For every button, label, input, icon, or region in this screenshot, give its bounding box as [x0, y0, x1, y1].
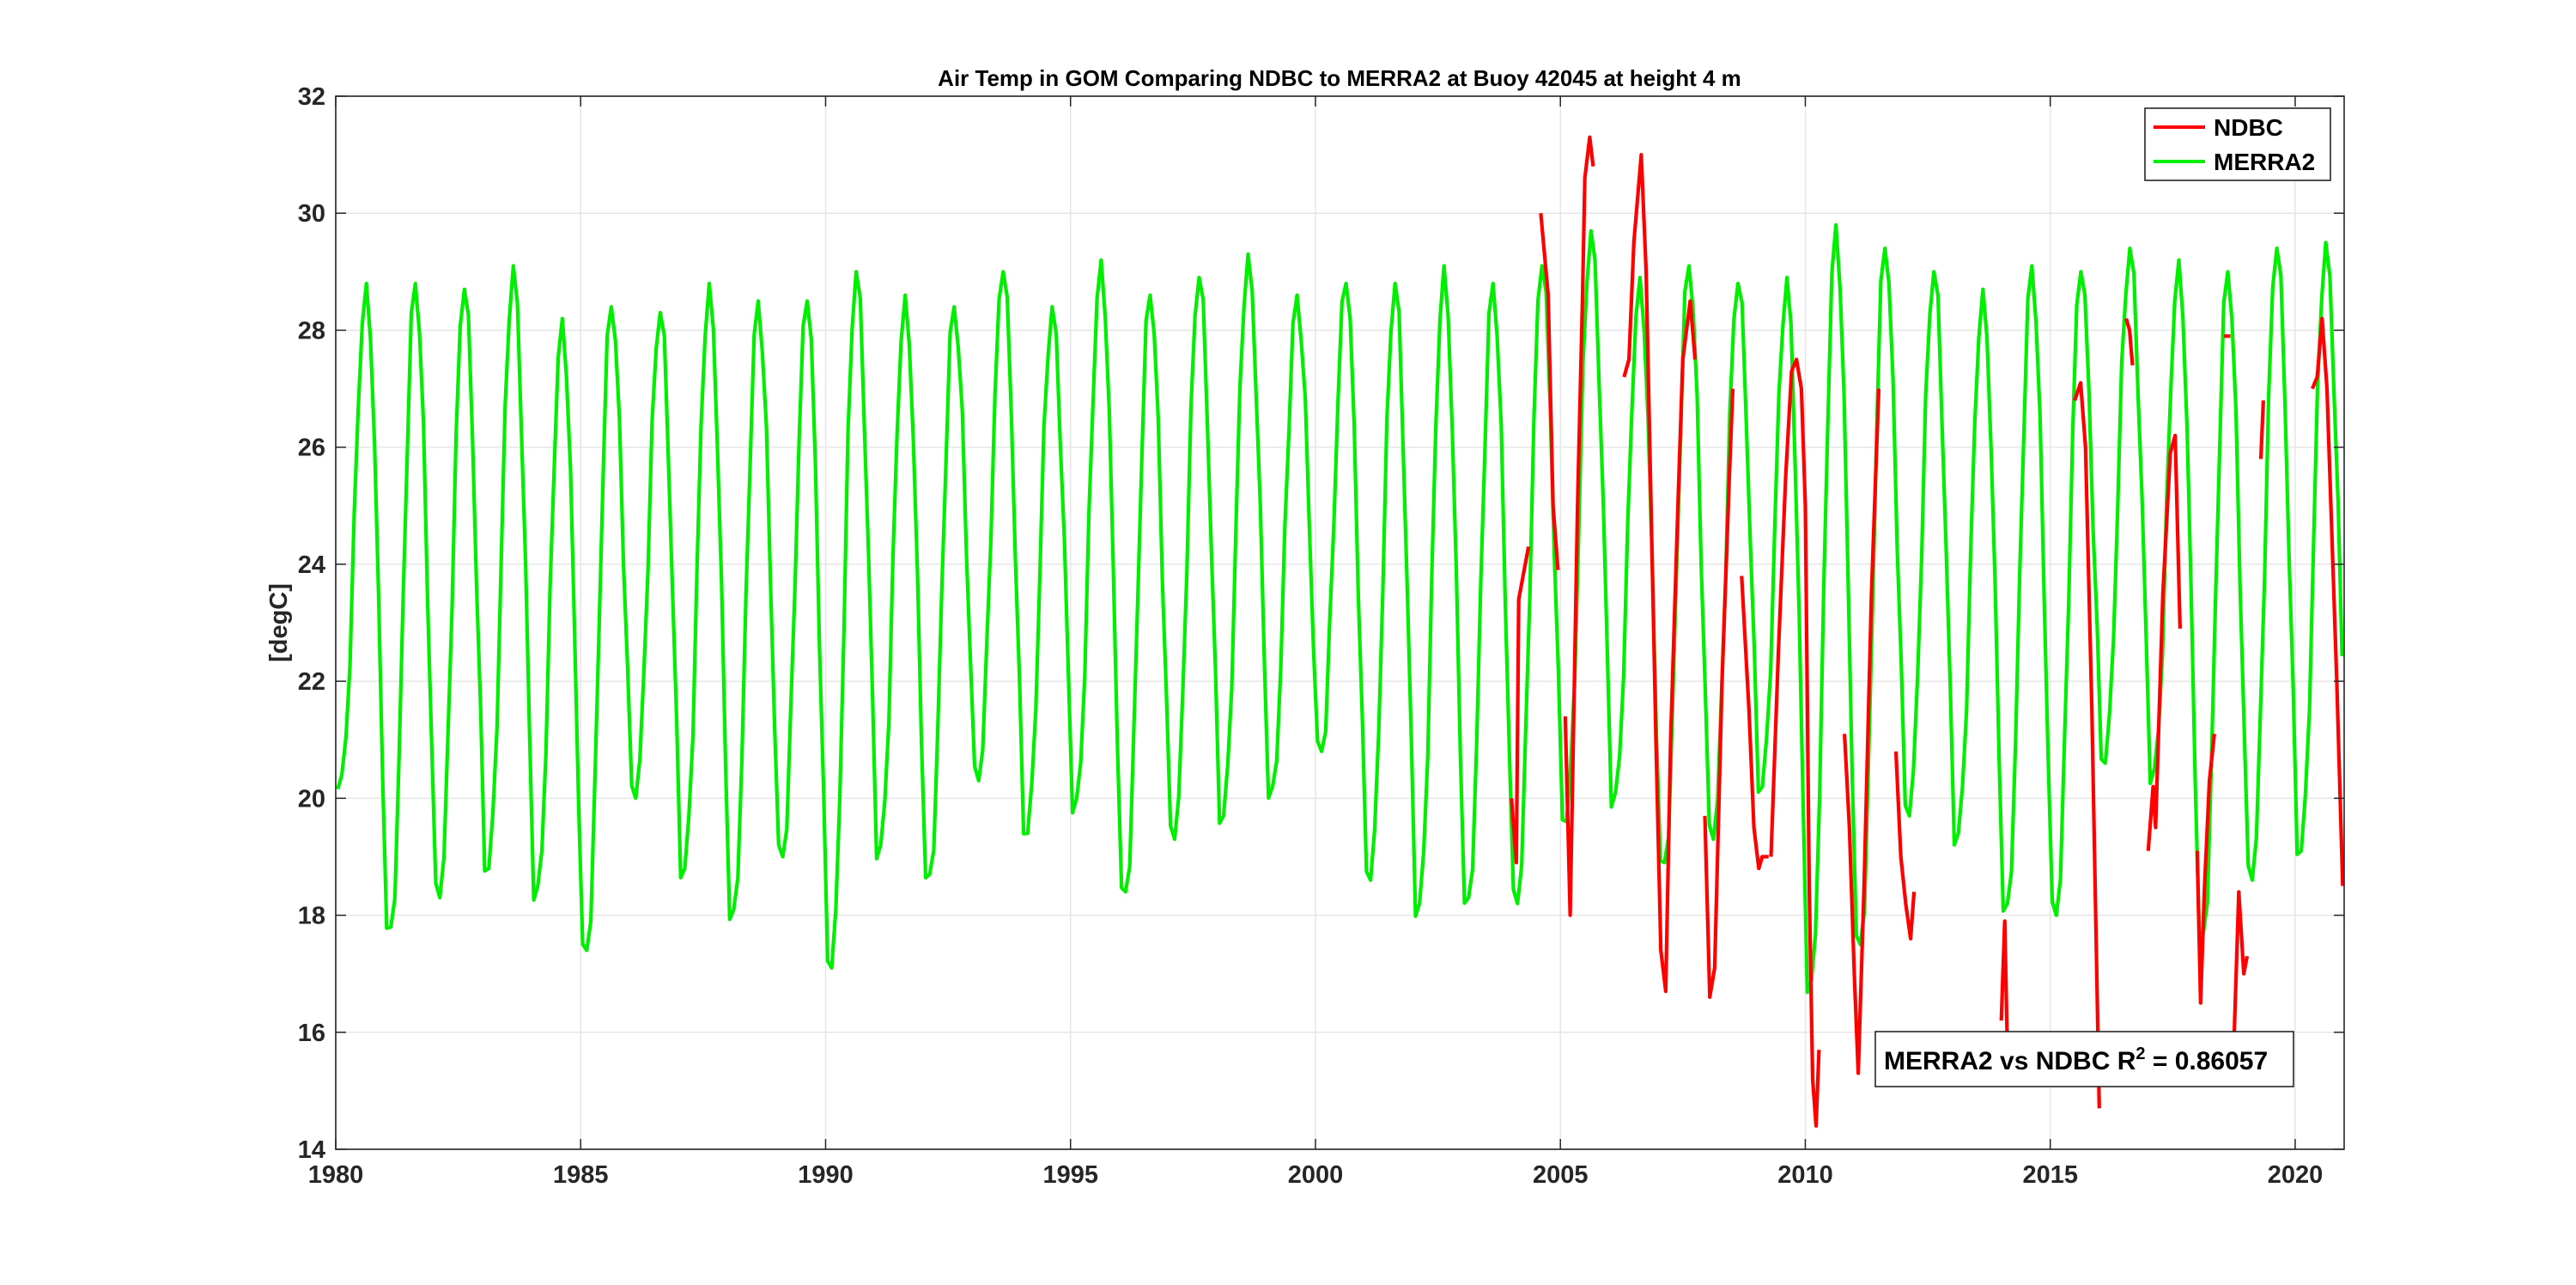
series-line-ndbc-segment	[2073, 381, 2101, 1109]
series-line-ndbc-segment	[1769, 357, 1821, 1128]
legend: NDBC MERRA2	[2144, 107, 2331, 181]
series-line-ndbc-segment	[2232, 890, 2250, 1044]
y-tick-label: 30	[298, 200, 325, 228]
x-tick-label: 1980	[308, 1161, 364, 1189]
series-line-ndbc-segment	[1703, 388, 1735, 1000]
series-line-ndbc-segment	[1539, 213, 1560, 570]
series-line-ndbc-segment	[2258, 400, 2265, 460]
x-tick-labels: 1980 1985 1990 1995 2000 2005 2010 2015 2020	[308, 1161, 2323, 1189]
series-line-ndbc-segment	[1740, 576, 1769, 871]
series-line-ndbc-segment	[1999, 919, 2009, 1038]
y-axis-label: [degC]	[265, 583, 293, 662]
legend-box	[2144, 107, 2331, 181]
axes-box	[335, 95, 2345, 1150]
x-tick-label: 1995	[1042, 1161, 1098, 1189]
chart-title: Air Temp in GOM Comparing NDBC to MERRA2…	[938, 65, 1741, 91]
legend-label-merra2: MERRA2	[2214, 149, 2315, 175]
annotation-prefix: MERRA2 vs NDBC R	[1884, 1047, 2136, 1075]
legend-label-ndbc: NDBC	[2214, 114, 2283, 141]
y-tick-label: 24	[298, 551, 325, 579]
annotation-box	[1874, 1031, 2294, 1087]
x-tick-label: 2005	[1533, 1161, 1589, 1189]
y-tick-label: 28	[298, 317, 325, 344]
x-tick-label: 2010	[1777, 1161, 1833, 1189]
annotation-text: MERRA2 vs NDBC R2 = 0.86057	[1884, 1044, 2268, 1075]
y-tick-label: 22	[298, 668, 325, 696]
y-tick-labels: 14 16 18 20 22 24 26 28 30 32	[298, 83, 325, 1164]
x-tick-label: 1990	[798, 1161, 854, 1189]
series-line-ndbc-segment	[1563, 135, 1595, 917]
y-tick-label: 32	[298, 83, 325, 111]
annotation-suffix: = 0.86057	[2146, 1047, 2269, 1075]
series-line-ndbc-segment	[2124, 318, 2135, 366]
y-tick-label: 16	[298, 1020, 325, 1047]
series-line-ndbc-segment	[1843, 388, 1881, 1075]
series-line-ndbc-segment	[1510, 546, 1531, 865]
ticks	[335, 95, 2344, 1150]
plot-background	[336, 96, 2344, 1149]
r-squared-annotation: MERRA2 vs NDBC R2 = 0.86057	[1874, 1031, 2294, 1087]
annotation-superscript: 2	[2136, 1044, 2145, 1063]
series-line-ndbc-segment	[1893, 751, 1917, 941]
x-tick-label: 2020	[2268, 1161, 2324, 1189]
y-tick-label: 18	[298, 903, 325, 930]
series-line-ndbc-segment	[2195, 734, 2216, 1005]
x-tick-label: 1985	[553, 1161, 609, 1189]
x-tick-label: 2015	[2022, 1161, 2078, 1189]
series-line-ndbc-segment	[2146, 433, 2182, 851]
y-tick-label: 14	[298, 1136, 325, 1164]
series-line-ndbc-segment	[1622, 153, 1698, 994]
y-tick-label: 20	[298, 785, 325, 813]
series-line-merra2	[336, 222, 2344, 995]
x-tick-label: 2000	[1288, 1161, 1344, 1189]
y-tick-label: 26	[298, 435, 325, 462]
